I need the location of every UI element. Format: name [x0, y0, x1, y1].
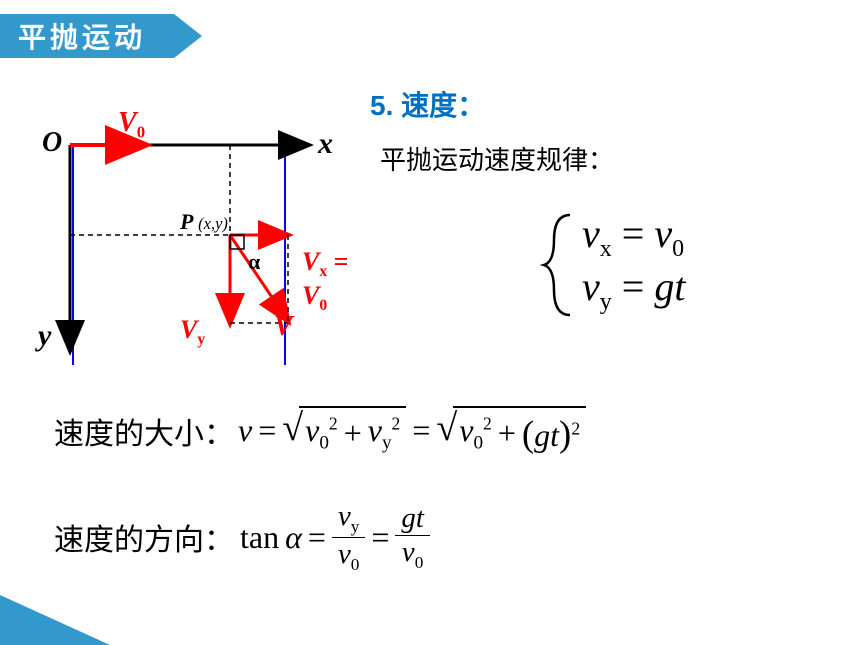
magnitude-row: 速度的大小： v = √ v02 + vy2 = √ v02 + (gt)2 — [54, 406, 586, 455]
direction-formula: tan α = vy v0 = gt v0 — [240, 500, 430, 575]
magnitude-formula: v = √ v02 + vy2 = √ v02 + (gt)2 — [238, 406, 586, 455]
v-label: V — [274, 311, 293, 343]
direction-row: 速度的方向： tan α = vy v0 = gt v0 — [54, 500, 430, 575]
direction-label: 速度的方向： — [54, 515, 234, 559]
eq-vx: vx = v0 — [582, 210, 685, 263]
vx-equals-v0: Vx = V0 — [302, 247, 370, 315]
vy-label: Vy — [180, 315, 205, 349]
ribbon-arrow-icon — [174, 14, 202, 58]
velocity-equations: vx = v0 vy = gt — [582, 210, 685, 316]
alpha-label: α — [248, 249, 260, 275]
magnitude-label: 速度的大小： — [54, 409, 234, 453]
point-label: P (x,y) — [180, 209, 228, 235]
corner-decoration-icon — [0, 595, 110, 645]
section-subtitle: 平抛运动速度规律： — [380, 140, 614, 177]
x-axis-label: x — [318, 127, 333, 161]
section-title-text: 速度： — [401, 90, 485, 121]
section-heading: 5. 速度： — [370, 84, 485, 124]
eq-vy: vy = gt — [582, 263, 685, 316]
y-axis-label: y — [38, 319, 51, 353]
header-ribbon: 平抛运动 — [0, 14, 202, 58]
v0-label: V0 — [118, 107, 145, 143]
section-number: 5. — [370, 90, 393, 121]
page-title: 平抛运动 — [0, 14, 174, 58]
brace-icon — [540, 210, 580, 320]
origin-label: O — [42, 127, 62, 159]
projectile-diagram: O x y V0 P (x,y) α Vx = V0 Vy V — [30, 105, 370, 365]
